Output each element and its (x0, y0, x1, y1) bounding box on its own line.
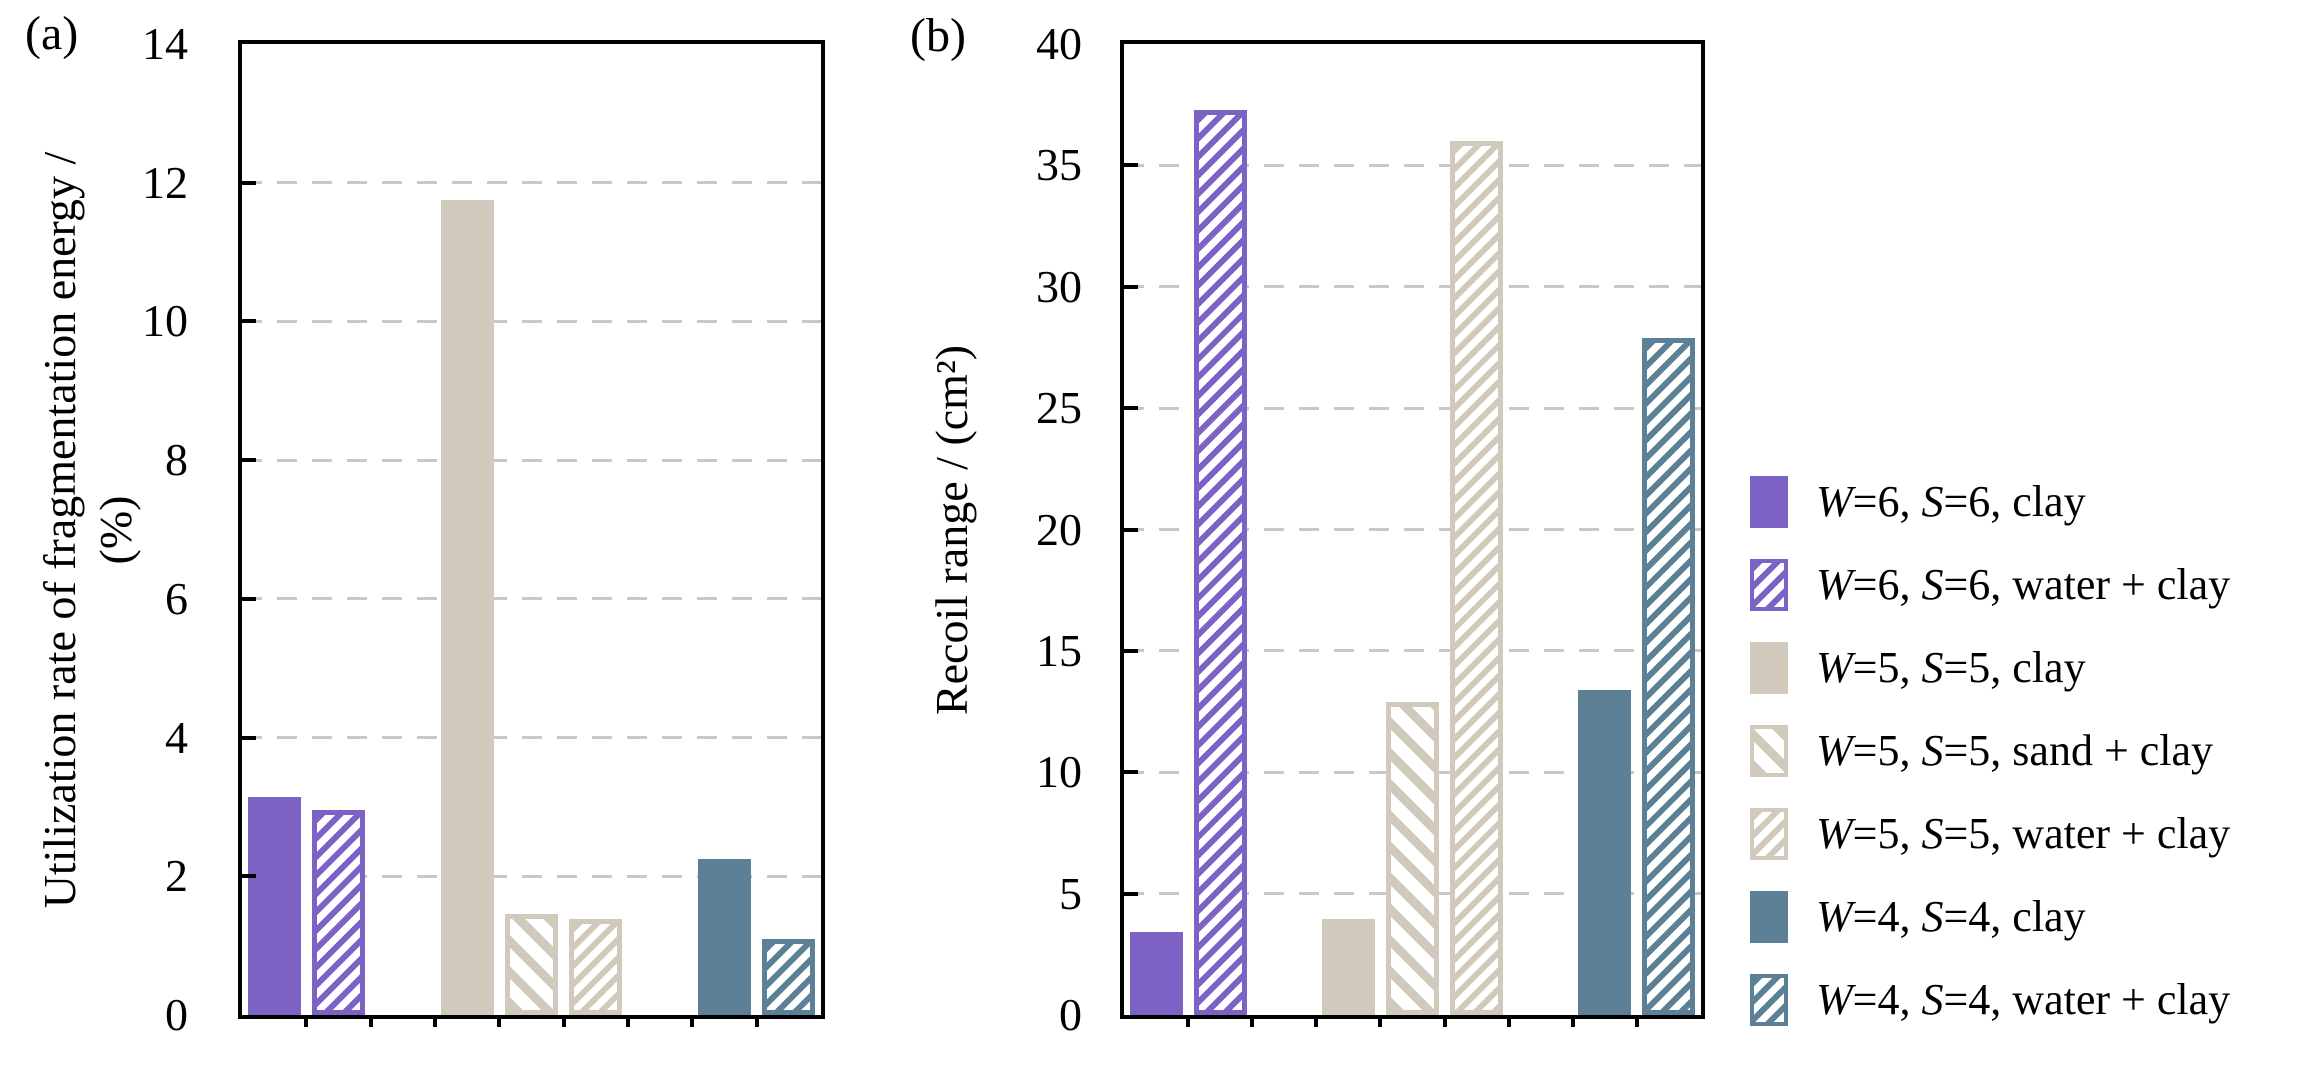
gridline (1124, 528, 1701, 531)
bar-b-7 (1642, 337, 1696, 1015)
y-tick-label-b: 40 (1036, 18, 1082, 69)
bar-a-7 (762, 938, 816, 1015)
x-axis-tick (690, 1015, 695, 1027)
plot-area-a (238, 40, 825, 1027)
gridline (1124, 285, 1701, 289)
x-axis-tick (561, 1015, 566, 1027)
y-axis-tick (1124, 891, 1138, 896)
x-axis-tick (1506, 1015, 1511, 1027)
legend-label: W=4, S=4, clay (1816, 892, 2086, 941)
x-axis-tick (1250, 1015, 1255, 1027)
legend-swatch (1750, 476, 1788, 528)
legend-label: W=5, S=5, sand + clay (1816, 726, 2214, 775)
y-tick-label-a: 6 (165, 572, 188, 624)
legend-swatch (1750, 974, 1788, 1026)
y-axis-tick (1124, 527, 1138, 532)
y-tick-label-a: 10 (142, 295, 188, 347)
legend-label: W=6, S=6, water + clay (1816, 560, 2231, 609)
x-axis-tick (304, 1015, 309, 1027)
x-axis-tick (1186, 1015, 1191, 1027)
legend-label: W=6, S=6, clay (1816, 477, 2086, 526)
legend-swatch (1750, 891, 1788, 943)
y-axis-tick (1124, 406, 1138, 411)
legend-swatch (1750, 559, 1788, 611)
legend-item: W=6, S=6, water + clay (1750, 554, 2230, 616)
legend-item: W=5, S=5, clay (1750, 637, 2086, 699)
y-tick-label-b: 30 (1036, 260, 1082, 312)
chart-a-y-axis-title-unit: (%) (90, 495, 141, 565)
gridline (242, 597, 821, 601)
x-axis-tick (1634, 1015, 1639, 1027)
legend-item: W=5, S=5, sand + clay (1750, 720, 2213, 782)
plot-area-b (1120, 40, 1705, 1027)
gridline (1124, 649, 1701, 653)
legend-swatch (1750, 808, 1788, 860)
y-axis-tick (1124, 163, 1138, 168)
x-axis-tick (1442, 1015, 1447, 1027)
y-axis-tick (242, 319, 256, 324)
gridline (1124, 163, 1701, 167)
y-axis-tick (242, 458, 256, 463)
y-tick-label-b: 5 (1059, 867, 1082, 919)
bar-b-6 (1578, 689, 1632, 1015)
legend-label: W=5, S=5, water + clay (1816, 809, 2231, 858)
bar-a-2 (312, 810, 365, 1015)
y-tick-label-b: 20 (1036, 503, 1082, 555)
y-tick-label-b: 25 (1036, 382, 1082, 434)
x-axis-tick (497, 1015, 502, 1027)
y-tick-label-a: 8 (165, 434, 188, 486)
y-tick-label-a: 12 (142, 156, 188, 208)
bar-b-2 (1193, 109, 1247, 1015)
gridline (1124, 406, 1701, 410)
y-tick-label-a: 4 (165, 711, 188, 763)
x-axis-tick (368, 1015, 373, 1027)
legend-label: W=5, S=5, clay (1816, 643, 2086, 692)
y-tick-label-b: 0 (1059, 989, 1082, 1040)
y-axis-tick (1124, 648, 1138, 653)
y-axis-tick (242, 180, 256, 185)
x-axis-tick (1314, 1015, 1319, 1027)
legend-swatch (1750, 725, 1788, 777)
gridline (242, 736, 821, 740)
bar-b-3 (1321, 919, 1375, 1015)
y-tick-label-b: 10 (1036, 746, 1082, 798)
bar-a-5 (569, 919, 623, 1015)
legend-label: W=4, S=4, water + clay (1816, 975, 2231, 1024)
bar-a-4 (505, 914, 558, 1015)
y-tick-label-b: 15 (1036, 624, 1082, 676)
panel-a-label: (a) (25, 7, 79, 60)
y-tick-label-a: 0 (165, 989, 188, 1040)
x-axis-tick (1378, 1015, 1383, 1027)
legend-item: W=6, S=6, clay (1750, 471, 2086, 533)
y-axis-tick (242, 596, 256, 601)
y-axis-tick (242, 735, 256, 740)
x-axis-tick (433, 1015, 437, 1027)
y-tick-label-a: 2 (165, 850, 188, 902)
bar-b-1 (1129, 932, 1183, 1015)
gridline (242, 181, 821, 185)
gridline (242, 458, 821, 462)
gridline (242, 319, 821, 323)
bar-a-6 (698, 858, 751, 1015)
bar-b-5 (1450, 141, 1504, 1015)
bar-b-4 (1386, 701, 1439, 1015)
bar-a-1 (247, 796, 301, 1015)
bar-a-3 (440, 200, 494, 1015)
legend-swatch (1750, 642, 1788, 694)
panel-b-label: (b) (910, 9, 966, 62)
y-axis-tick (1124, 770, 1138, 775)
y-tick-label-a: 14 (142, 18, 188, 69)
x-axis-tick (754, 1015, 759, 1027)
x-axis-tick (626, 1015, 630, 1027)
legend-item: W=4, S=4, water + clay (1750, 969, 2230, 1031)
legend-item: W=5, S=5, water + clay (1750, 803, 2230, 865)
chart-a-y-axis-title: Utilization rate of fragmentation energy… (34, 151, 85, 909)
x-axis-tick (1570, 1015, 1575, 1027)
gridline (242, 874, 821, 878)
legend-item: W=4, S=4, clay (1750, 886, 2086, 948)
y-tick-label-b: 35 (1036, 139, 1082, 191)
y-axis-tick (1124, 284, 1138, 289)
y-axis-tick (242, 874, 256, 879)
